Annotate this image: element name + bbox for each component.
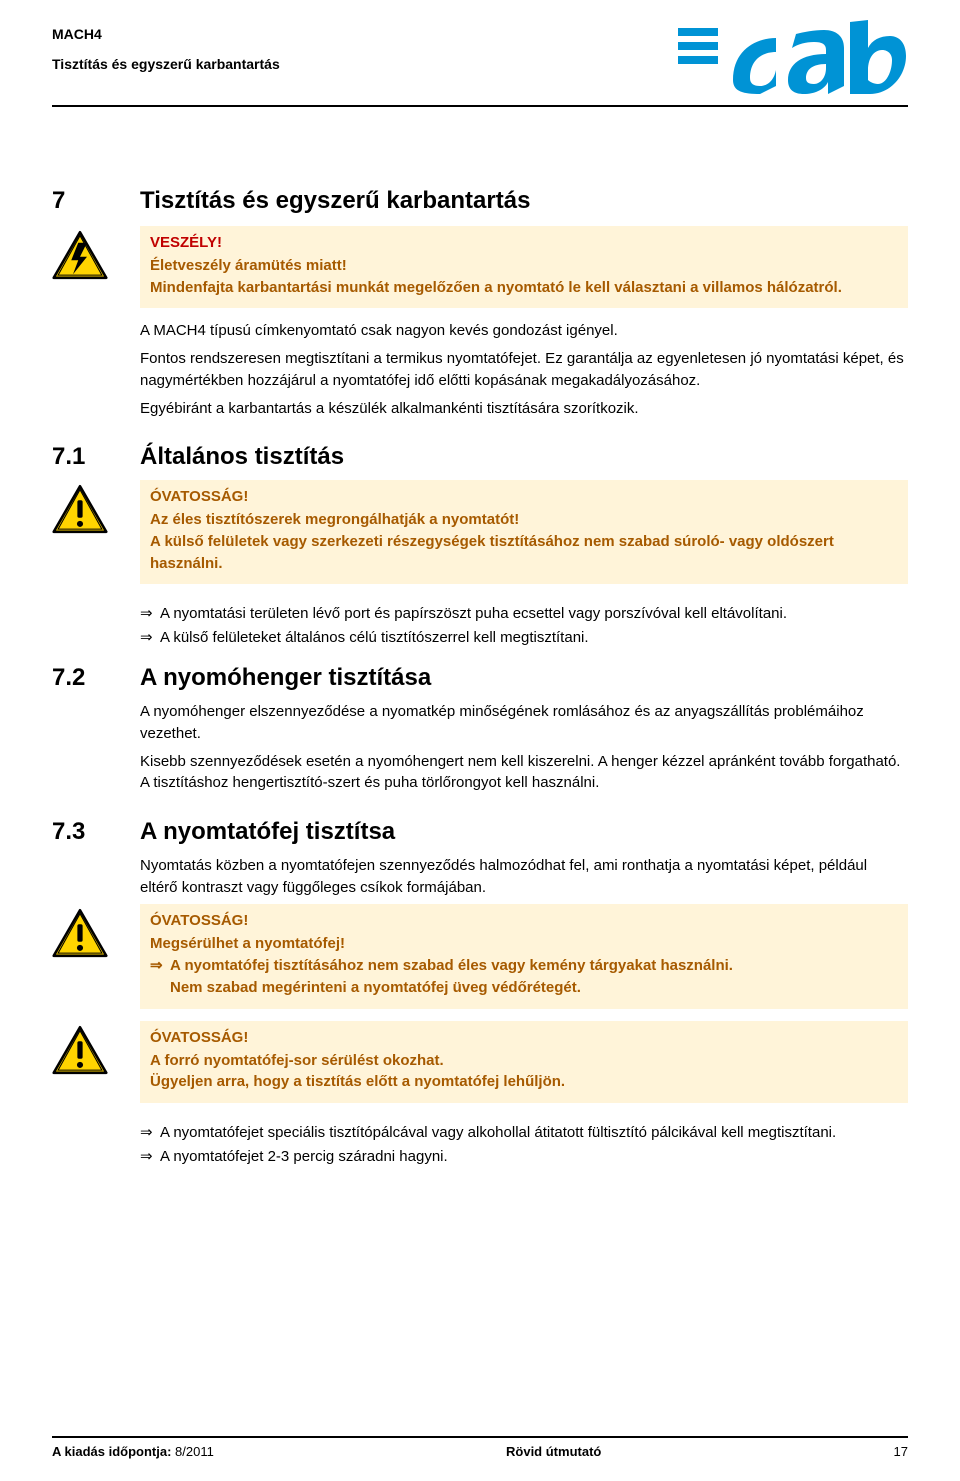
page-footer: A kiadás időpontja: 8/2011 Rövid útmutat…	[52, 1436, 908, 1459]
section-title-7: Tisztítás és egyszerű karbantartás	[140, 187, 908, 216]
danger-callout: VESZÉLY! Életveszély áramütés miatt! Min…	[140, 226, 908, 309]
footer-left-value: 8/2011	[175, 1444, 214, 1459]
caution-bullet-text-a: A nyomtatófej tisztításához nem szabad é…	[170, 957, 733, 974]
caution-line1-7-3-a: Megsérülhet a nyomtatófej!	[150, 933, 898, 955]
caution-callout-7-3-b: ÓVATOSSÁG! A forró nyomtatófej-sor sérül…	[140, 1021, 908, 1104]
s72-para-2: Kisebb szennyeződések esetén a nyomóheng…	[140, 751, 908, 795]
brand-logo	[678, 20, 908, 103]
caution-callout-7-1: ÓVATOSSÁG! Az éles tisztítószerek megron…	[140, 480, 908, 584]
caution-warning-icon	[52, 484, 108, 539]
bullet-7-3-b: A nyomtatófejet 2-3 percig száradni hagy…	[140, 1145, 908, 1169]
page-header: MACH4 Tisztítás és egyszerű karbantartás	[52, 20, 908, 105]
section-number-7: 7	[52, 187, 140, 216]
cab-logo-icon	[678, 20, 908, 98]
section-title-7-3: A nyomtatófej tisztítsa	[140, 818, 908, 847]
caution-bullet-7-3-a: A nyomtatófej tisztításához nem szabad é…	[150, 955, 898, 999]
danger-line-1: Életveszély áramütés miatt!	[150, 255, 898, 277]
danger-line-2: Mindenfajta karbantartási munkát megelőz…	[150, 277, 898, 299]
section-number-7-3: 7.3	[52, 818, 140, 847]
section-title-7-2: A nyomóhenger tisztítása	[140, 664, 908, 693]
bullet-7-1-b: A külső felületeket általános célú tiszt…	[140, 626, 908, 650]
s73-para-1: Nyomtatás közben a nyomtatófejen szennye…	[140, 855, 908, 899]
section-number-7-1: 7.1	[52, 443, 140, 472]
caution-title-7-3-a: ÓVATOSSÁG!	[150, 912, 898, 929]
bullet-7-1-a: A nyomtatási területen lévő port és papí…	[140, 602, 908, 626]
caution-title-7-1: ÓVATOSSÁG!	[150, 488, 898, 505]
caution-warning-icon	[52, 1025, 108, 1080]
footer-page-number: 17	[894, 1444, 908, 1459]
bullets-7-3: A nyomtatófejet speciális tisztítópálcáv…	[140, 1121, 908, 1169]
caution-callout-7-3-a: ÓVATOSSÁG! Megsérülhet a nyomtatófej! A …	[140, 904, 908, 1008]
caution-line1-7-1: Az éles tisztítószerek megrongálhatják a…	[150, 509, 898, 531]
s7-para-2: Fontos rendszeresen megtisztítani a term…	[140, 348, 908, 392]
s72-para-1: A nyomóhenger elszennyeződése a nyomatké…	[140, 701, 908, 745]
footer-mid: Rövid útmutató	[506, 1444, 601, 1459]
danger-title: VESZÉLY!	[150, 234, 898, 251]
bullets-7-1: A nyomtatási területen lévő port és papí…	[140, 602, 908, 650]
high-voltage-warning-icon	[52, 230, 108, 285]
s7-para-3: Egyébiránt a karbantartás a készülék alk…	[140, 398, 908, 420]
footer-left-label: A kiadás időpontja:	[52, 1444, 171, 1459]
caution-warning-icon	[52, 908, 108, 963]
s7-para-1: A MACH4 típusú címkenyomtató csak nagyon…	[140, 320, 908, 342]
section-title-7-1: Általános tisztítás	[140, 443, 908, 472]
caution-line2-7-3-b: Ügyeljen arra, hogy a tisztítás előtt a …	[150, 1071, 898, 1093]
footer-rule	[52, 1436, 908, 1438]
footer-left: A kiadás időpontja: 8/2011	[52, 1444, 214, 1459]
footer-mid-text: Rövid útmutató	[506, 1444, 601, 1459]
bullet-7-3-a: A nyomtatófejet speciális tisztítópálcáv…	[140, 1121, 908, 1145]
caution-line1-7-3-b: A forró nyomtatófej-sor sérülést okozhat…	[150, 1050, 898, 1072]
caution-bullet-text-b: Nem szabad megérinteni a nyomtatófej üve…	[170, 977, 898, 999]
section-number-7-2: 7.2	[52, 664, 140, 693]
caution-title-7-3-b: ÓVATOSSÁG!	[150, 1029, 898, 1046]
caution-line2-7-1: A külső felületek vagy szerkezeti részeg…	[150, 531, 898, 575]
